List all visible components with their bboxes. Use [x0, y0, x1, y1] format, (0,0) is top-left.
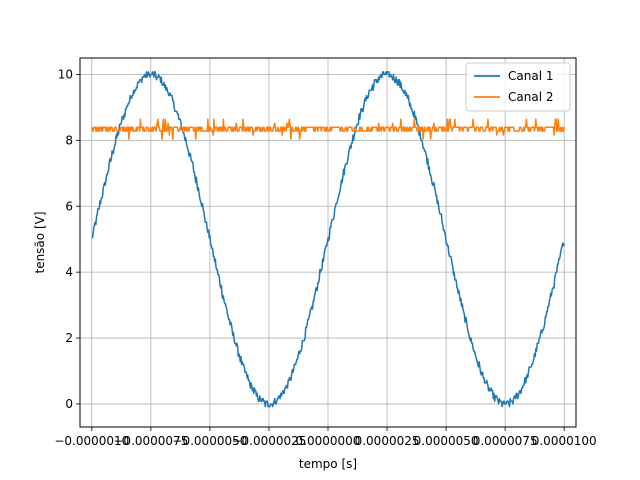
y-tick-label: 6 — [65, 199, 73, 213]
y-axis-label: tensão [V] — [33, 211, 47, 273]
x-tick-label: −0.0000050 — [172, 434, 247, 448]
x-axis-label: tempo [s] — [299, 457, 357, 471]
grid — [80, 58, 576, 427]
ticks: −0.0000010−0.0000075−0.0000050−0.0000025… — [54, 67, 596, 448]
y-tick-label: 10 — [58, 67, 73, 81]
series-line-2 — [91, 118, 565, 140]
series-line-1 — [91, 71, 565, 408]
x-tick-label: 0.0000050 — [414, 434, 479, 448]
y-tick-label: 4 — [65, 265, 73, 279]
x-tick-label: 0.0000000 — [296, 434, 361, 448]
y-tick-label: 0 — [65, 397, 73, 411]
legend-label: Canal 2 — [508, 90, 553, 104]
x-tick-label: 0.0000075 — [473, 434, 538, 448]
legend: Canal 1 Canal 2 — [465, 62, 571, 112]
legend-label: Canal 1 — [508, 69, 553, 83]
x-tick-label: 0.0000025 — [355, 434, 420, 448]
legend-box — [465, 62, 571, 112]
x-tick-label: −0.0000010 — [54, 434, 129, 448]
series-layer — [91, 71, 565, 408]
x-tick-label: −0.0000075 — [113, 434, 188, 448]
y-tick-label: 2 — [65, 331, 73, 345]
x-tick-label: 0.0000100 — [532, 434, 597, 448]
x-tick-label: −0.0000025 — [231, 434, 306, 448]
y-tick-label: 8 — [65, 133, 73, 147]
